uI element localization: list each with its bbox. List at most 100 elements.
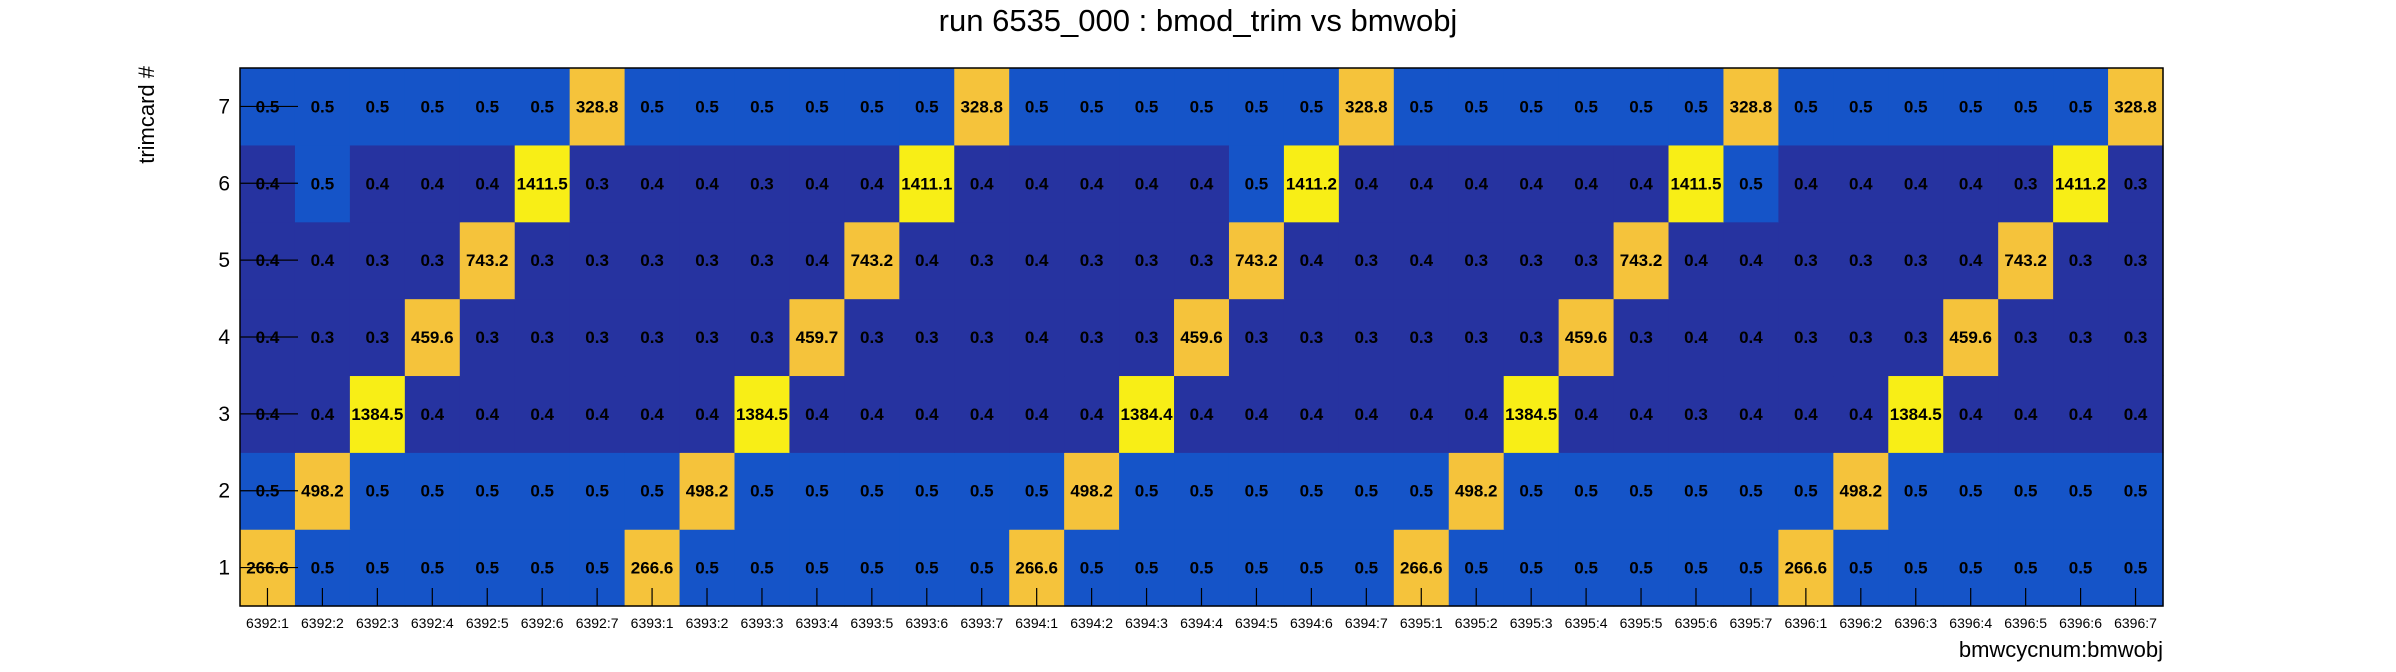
heatmap-cell xyxy=(459,144,516,223)
cell-value-label: 0.5 xyxy=(1629,482,1653,501)
cell-value-label: 0.4 xyxy=(1629,174,1653,193)
cell-value-label: 0.3 xyxy=(1355,328,1379,347)
y-tick-label: 5 xyxy=(218,249,230,272)
cell-value-label: 0.5 xyxy=(805,482,829,501)
cell-value-label: 0.3 xyxy=(530,251,554,270)
cell-value-label: 0.5 xyxy=(1519,559,1543,578)
cell-value-label: 0.3 xyxy=(1684,405,1708,424)
heatmap-cell xyxy=(899,221,955,300)
cell-value-label: 0.4 xyxy=(915,405,939,424)
x-tick-label: 6395:4 xyxy=(1565,615,1608,631)
cell-value-label: 0.5 xyxy=(1794,482,1818,501)
cell-value-label: 743.2 xyxy=(466,251,509,270)
cell-value-label: 328.8 xyxy=(2114,97,2157,116)
heatmap-cell xyxy=(844,144,900,223)
heatmap-cell xyxy=(1448,298,1505,377)
cell-value-label: 0.4 xyxy=(1355,174,1379,193)
x-tick-label: 6394:2 xyxy=(1070,615,1113,631)
heatmap-cell xyxy=(1613,375,1670,453)
heatmap-cell xyxy=(294,144,351,223)
heatmap-cell xyxy=(459,375,516,453)
heatmap-cell xyxy=(1228,68,1285,146)
cell-value-label: 0.4 xyxy=(530,405,554,424)
cell-value-label: 0.4 xyxy=(1135,174,1159,193)
cell-value-label: 0.4 xyxy=(1025,328,1049,347)
cell-value-label: 0.5 xyxy=(1684,97,1708,116)
cell-value-label: 0.5 xyxy=(1409,97,1433,116)
cell-value-label: 0.4 xyxy=(970,405,994,424)
x-tick-label: 6393:3 xyxy=(741,615,784,631)
cell-value-label: 0.5 xyxy=(1135,482,1159,501)
heatmap-cell xyxy=(1943,298,1999,377)
cell-value-label: 0.4 xyxy=(695,174,719,193)
heatmap-cell xyxy=(954,452,1010,530)
x-tick-label: 6395:5 xyxy=(1620,615,1663,631)
cell-value-label: 0.5 xyxy=(1959,97,1983,116)
x-tick-label: 6394:7 xyxy=(1345,615,1388,631)
cell-value-label: 0.5 xyxy=(640,482,664,501)
cell-value-label: 0.4 xyxy=(1025,405,1049,424)
cell-value-label: 328.8 xyxy=(1730,97,1773,116)
cell-value-label: 0.5 xyxy=(1849,559,1873,578)
cell-value-label: 0.5 xyxy=(750,97,774,116)
heatmap-cell xyxy=(1009,221,1065,300)
cell-value-label: 0.3 xyxy=(860,328,884,347)
heatmap-cell xyxy=(1009,144,1065,223)
cell-value-label: 0.3 xyxy=(1190,251,1214,270)
heatmap-cell xyxy=(1064,452,1120,530)
heatmap-cell xyxy=(349,144,406,223)
cell-value-label: 0.4 xyxy=(1959,174,1983,193)
heatmap-cell xyxy=(624,375,681,453)
cell-value-label: 0.5 xyxy=(1519,482,1543,501)
cell-value-label: 0.4 xyxy=(475,405,499,424)
cell-value-label: 0.4 xyxy=(1245,405,1269,424)
cell-value-label: 1411.2 xyxy=(2055,174,2106,193)
heatmap-cell xyxy=(1778,221,1834,300)
heatmap-cell xyxy=(624,221,681,300)
cell-value-label: 0.5 xyxy=(1080,97,1104,116)
heatmap-cell xyxy=(679,144,736,223)
cell-value-label: 498.2 xyxy=(1455,482,1498,501)
heatmap-cell xyxy=(1064,375,1120,453)
cell-value-label: 0.5 xyxy=(1300,559,1324,578)
cell-value-label: 0.3 xyxy=(1904,328,1928,347)
heatmap-cell xyxy=(1943,221,1999,300)
heatmap-cell xyxy=(1009,298,1065,377)
cell-value-label: 459.6 xyxy=(411,328,454,347)
cell-value-label: 1411.2 xyxy=(1286,174,1337,193)
cell-value-label: 0.5 xyxy=(366,559,390,578)
cell-value-label: 0.3 xyxy=(2014,174,2038,193)
cell-value-label: 0.5 xyxy=(2069,97,2093,116)
heatmap-cell xyxy=(1888,68,1944,146)
cell-value-label: 1384.5 xyxy=(1505,405,1557,424)
cell-value-label: 0.5 xyxy=(1245,97,1269,116)
cell-value-label: 0.5 xyxy=(1464,559,1488,578)
cell-value-label: 0.5 xyxy=(805,97,829,116)
cell-value-label: 0.3 xyxy=(1849,328,1873,347)
cell-value-label: 0.3 xyxy=(2124,174,2148,193)
cell-value-label: 0.4 xyxy=(805,174,829,193)
heatmap-cell xyxy=(624,452,681,530)
cell-value-label: 0.5 xyxy=(2124,559,2148,578)
cell-value-label: 0.5 xyxy=(1574,97,1598,116)
cell-value-label: 0.5 xyxy=(366,482,390,501)
cell-value-label: 0.5 xyxy=(695,97,719,116)
heatmap-cell xyxy=(899,452,955,530)
x-tick-label: 6392:5 xyxy=(466,615,509,631)
cell-value-label: 0.4 xyxy=(1684,251,1708,270)
heatmap-cell xyxy=(1998,452,2054,530)
cell-value-label: 0.5 xyxy=(1574,482,1598,501)
cell-value-label: 0.3 xyxy=(366,328,390,347)
heatmap-cell xyxy=(899,298,955,377)
cell-value-label: 0.3 xyxy=(695,251,719,270)
heatmap-cell xyxy=(734,144,791,223)
heatmap-cell xyxy=(1503,144,1560,223)
heatmap-cell xyxy=(1228,375,1285,453)
cell-value-label: 0.5 xyxy=(1739,559,1763,578)
y-tick-label: 1 xyxy=(218,557,230,580)
cell-value-label: 0.4 xyxy=(1025,251,1049,270)
cell-value-label: 0.4 xyxy=(1959,405,1983,424)
heatmap-cell xyxy=(459,452,516,530)
x-tick-label: 6396:6 xyxy=(2059,615,2102,631)
heatmap-cell xyxy=(569,298,626,377)
